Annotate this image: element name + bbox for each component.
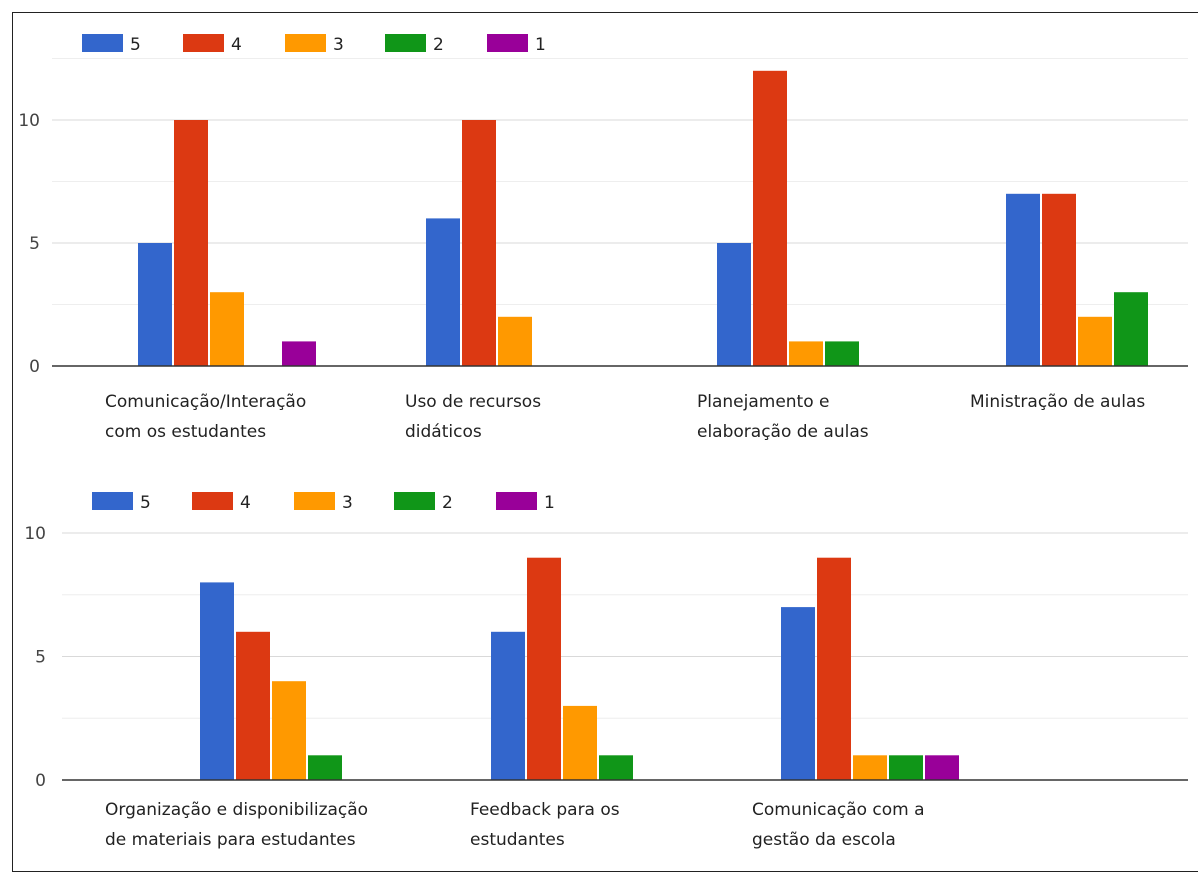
bar-5-cat1 <box>138 243 172 366</box>
legend-swatch-4 <box>183 34 224 52</box>
y-tick-label: 5 <box>29 234 40 254</box>
chart-1: 0 5 10 5 4 3 2 1 Comunicação/Interação com os est… <box>18 34 1188 442</box>
legend-swatch-4 <box>192 492 233 510</box>
legend-label-1: 1 <box>535 35 546 55</box>
bar-5-cat3 <box>717 243 751 366</box>
legend-label-1: 1 <box>544 493 555 513</box>
bar-3-cat2 <box>563 705 597 780</box>
y-tick-label: 0 <box>35 771 46 791</box>
bar-4-cat2 <box>527 557 561 780</box>
legend-swatch-2 <box>394 492 435 510</box>
bar-2-cat3 <box>889 755 923 780</box>
legend-label-4: 4 <box>240 493 251 513</box>
y-tick-label: 5 <box>35 648 46 668</box>
category-label: Feedback para os <box>470 800 620 820</box>
bar-4-cat1 <box>174 120 208 366</box>
legend-label-5: 5 <box>130 35 141 55</box>
legend-label-2: 2 <box>442 493 453 513</box>
category-label: estudantes <box>470 830 565 850</box>
bar-2-cat3 <box>825 341 859 366</box>
bar-2-cat1 <box>308 755 342 780</box>
category-label: de materiais para estudantes <box>105 830 356 850</box>
legend-swatch-5 <box>92 492 133 510</box>
category-label: Organização e disponibilização <box>105 800 368 820</box>
category-label: Ministração de aulas <box>970 392 1145 412</box>
bar-1-cat3 <box>925 755 959 780</box>
y-tick-label: 10 <box>18 111 40 131</box>
legend-swatch-3 <box>294 492 335 510</box>
bar-5-cat2 <box>426 218 460 366</box>
category-label: Uso de recursos <box>405 392 541 412</box>
legend-swatch-2 <box>385 34 426 52</box>
bar-3-cat3 <box>789 341 823 366</box>
legend-swatch-1 <box>487 34 528 52</box>
bar-4-cat3 <box>753 70 787 367</box>
legend-label-3: 3 <box>342 493 353 513</box>
bar-2-cat2 <box>599 755 633 780</box>
category-label: gestão da escola <box>752 830 896 850</box>
bar-3-cat1 <box>210 292 244 366</box>
bar-4-cat4 <box>1042 193 1076 366</box>
legend-label-5: 5 <box>140 493 151 513</box>
bar-4-cat1 <box>236 631 270 780</box>
bar-3-cat2 <box>498 316 532 366</box>
bar-5-cat2 <box>491 631 525 780</box>
legend-label-2: 2 <box>433 35 444 55</box>
bar-3-cat1 <box>272 681 306 780</box>
bar-2-cat4 <box>1114 292 1148 366</box>
category-label: Planejamento e <box>697 392 830 412</box>
bar-5-cat4 <box>1006 193 1040 366</box>
y-tick-label: 0 <box>29 357 40 377</box>
bar-5-cat3 <box>781 607 815 780</box>
category-label: Comunicação/Interação <box>105 392 306 412</box>
category-label: didáticos <box>405 422 482 442</box>
legend-swatch-3 <box>285 34 326 52</box>
legend-label-4: 4 <box>231 35 242 55</box>
legend-swatch-5 <box>82 34 123 52</box>
bar-3-cat3 <box>853 755 887 780</box>
category-label: Comunicação com a <box>752 800 925 820</box>
category-label: com os estudantes <box>105 422 266 442</box>
bar-1-cat1 <box>282 341 316 366</box>
legend-label-3: 3 <box>333 35 344 55</box>
bar-4-cat3 <box>817 557 851 780</box>
bar-3-cat4 <box>1078 316 1112 366</box>
bar-4-cat2 <box>462 120 496 366</box>
category-label: elaboração de aulas <box>697 422 869 442</box>
bar-5-cat1 <box>200 582 234 780</box>
chart-2: 0 5 10 5 4 3 2 1 Organização e disponibilização d… <box>24 492 1188 850</box>
legend-swatch-1 <box>496 492 537 510</box>
y-tick-label: 10 <box>24 524 46 544</box>
